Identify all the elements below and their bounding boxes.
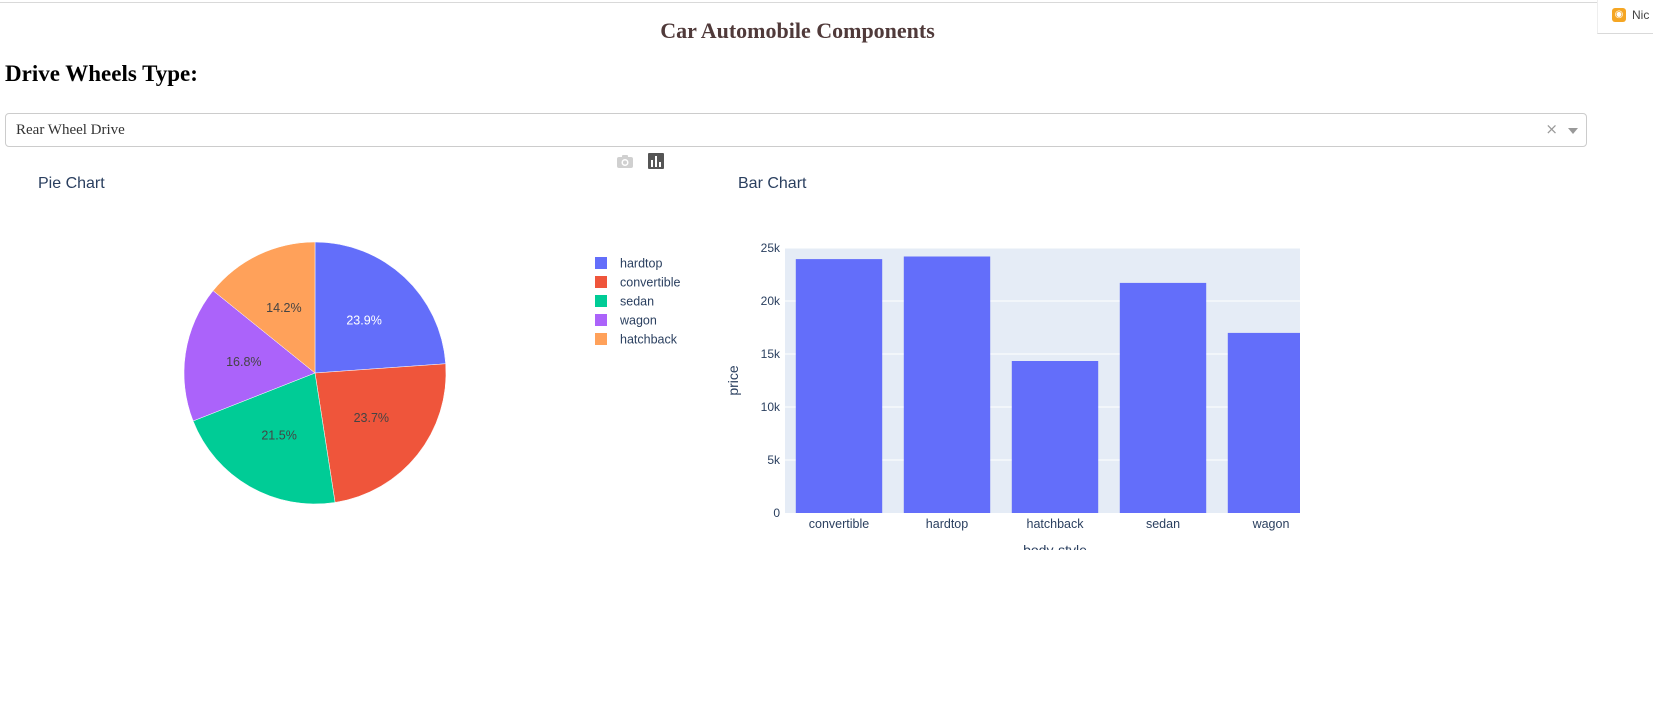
legend-swatch-sedan[interactable] xyxy=(595,295,607,307)
pie-slice-sedan[interactable] xyxy=(192,372,336,505)
x-tick-label: convertible xyxy=(809,517,869,531)
pie-chart: Pie Chart 23.9% 23.7% 21.5% 16.8% 14.2% hardto… xyxy=(38,175,680,505)
y-tick-label: 15k xyxy=(761,347,781,361)
x-tick-label: wagon xyxy=(1252,517,1290,531)
bar-wagon[interactable] xyxy=(1227,332,1300,513)
charts-area: Pie Chart 23.9% 23.7% 21.5% 16.8% 14.2% hardto… xyxy=(38,175,1300,550)
x-tick-label: sedan xyxy=(1146,517,1180,531)
pie-chart-title: Pie Chart xyxy=(38,175,105,192)
camera-icon[interactable] xyxy=(616,152,634,170)
x-axis-title: body-style xyxy=(1023,542,1087,550)
bar-hardtop[interactable] xyxy=(903,256,991,514)
top-divider xyxy=(0,2,1653,3)
extension-label: Nic xyxy=(1632,8,1650,22)
bar-hatchback[interactable] xyxy=(1011,361,1099,513)
legend-label-sedan[interactable]: sedan xyxy=(620,295,654,309)
legend-label-hatchback[interactable]: hatchback xyxy=(620,333,678,347)
y-tick-label: 0 xyxy=(773,506,780,520)
legend-label-hardtop[interactable]: hardtop xyxy=(620,257,662,271)
pie-label-hatchback: 14.2% xyxy=(266,301,301,315)
drive-wheels-label: Drive Wheels Type: xyxy=(5,61,198,86)
y-axis-title: price xyxy=(725,365,741,396)
x-tick-label: hatchback xyxy=(1027,517,1085,531)
extension-icon[interactable]: ◉ xyxy=(1612,8,1626,22)
clear-icon[interactable]: × xyxy=(1545,120,1558,138)
bar-sedan[interactable] xyxy=(1119,282,1207,513)
pie-label-convertible: 23.7% xyxy=(354,411,389,425)
pie-slice-convertible[interactable] xyxy=(314,363,447,503)
legend-swatch-hardtop[interactable] xyxy=(595,257,607,269)
legend-swatch-wagon[interactable] xyxy=(595,314,607,326)
legend-swatch-hatchback[interactable] xyxy=(595,333,607,345)
drive-wheels-dropdown[interactable]: Rear Wheel Drive × xyxy=(5,113,1587,147)
bar-chart-title: Bar Chart xyxy=(738,175,807,192)
pie-slice-hatchback[interactable] xyxy=(212,241,316,374)
y-tick-label: 20k xyxy=(761,294,781,308)
chevron-down-icon[interactable] xyxy=(1568,128,1578,134)
y-tick-label: 25k xyxy=(761,241,781,255)
x-tick-label: hardtop xyxy=(926,517,968,531)
pie-label-wagon: 16.8% xyxy=(226,355,261,369)
bar-chart-icon[interactable] xyxy=(647,152,665,170)
bar-chart: Bar Chart 0 5k 10k 15k 20k 25k convertible hardt… xyxy=(725,175,1300,550)
page-title: Car Automobile Components xyxy=(660,18,935,43)
legend-label-wagon[interactable]: wagon xyxy=(619,314,657,328)
pie-slice-wagon[interactable] xyxy=(183,290,316,422)
pie-slice-hardtop[interactable] xyxy=(314,241,446,374)
dropdown-selected-value: Rear Wheel Drive xyxy=(16,122,125,138)
pie-label-sedan: 21.5% xyxy=(261,429,296,443)
bar-convertible[interactable] xyxy=(795,259,883,513)
y-tick-label: 10k xyxy=(761,400,781,414)
legend-swatch-convertible[interactable] xyxy=(595,276,607,288)
browser-extension-panel[interactable]: ◉ Nic xyxy=(1597,0,1653,34)
legend-label-convertible[interactable]: convertible xyxy=(620,276,680,290)
pie-label-hardtop: 23.9% xyxy=(346,313,381,327)
y-tick-label: 5k xyxy=(767,453,781,467)
